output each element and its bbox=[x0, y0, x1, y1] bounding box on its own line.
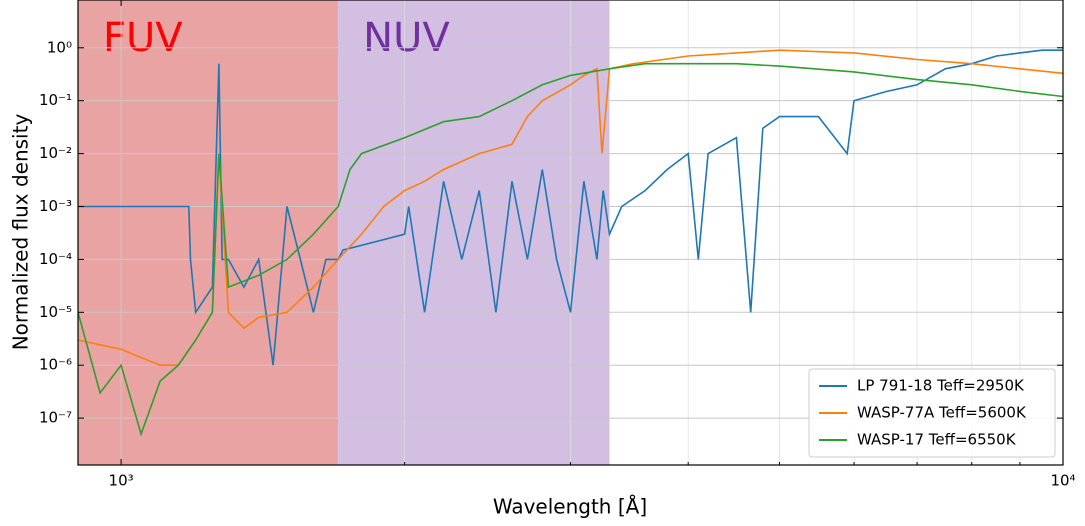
region-label: NUV bbox=[363, 15, 450, 61]
legend-box bbox=[808, 368, 1056, 458]
y-tick-label: 10⁻⁷ bbox=[39, 409, 72, 427]
region-label: FUV bbox=[103, 15, 183, 61]
y-tick-label: 10⁻⁵ bbox=[39, 303, 72, 321]
y-tick-label: 10⁻³ bbox=[39, 197, 72, 215]
x-tick-label: 10³ bbox=[109, 472, 134, 490]
y-tick-label: 10⁻² bbox=[39, 144, 72, 162]
line-series bbox=[78, 49, 1063, 366]
region bbox=[78, 0, 339, 465]
y-tick-label: 10⁰ bbox=[47, 38, 72, 56]
region bbox=[338, 0, 610, 465]
line-series bbox=[78, 62, 1063, 437]
legend-label: WASP-77A Teff=5600K bbox=[857, 404, 1027, 422]
legend-label: LP 791-18 Teff=2950K bbox=[857, 377, 1025, 395]
x-tick-label: 10⁴ bbox=[1050, 472, 1075, 490]
y-tick-label: 10⁻¹ bbox=[39, 91, 72, 109]
y-axis-label: Normalized flux density bbox=[9, 114, 33, 351]
y-tick-label: 10⁻⁴ bbox=[39, 250, 72, 268]
x-axis-label: Wavelength [Å] bbox=[493, 495, 647, 519]
y-tick-label: 10⁻⁶ bbox=[39, 356, 72, 374]
legend-label: WASP-17 Teff=6550K bbox=[857, 431, 1017, 449]
